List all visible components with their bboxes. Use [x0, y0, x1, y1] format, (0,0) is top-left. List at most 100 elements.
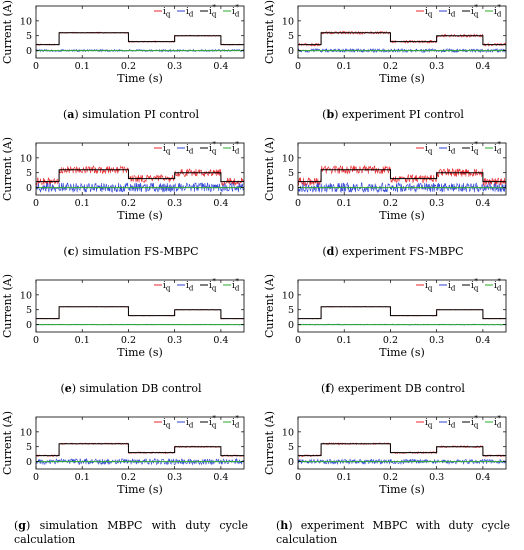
x-tick-label: 0.3 [429, 472, 444, 483]
legend-entry-id-ref: id* [494, 415, 502, 430]
x-tick-label: 0 [295, 61, 301, 72]
legend-entry-id: id [448, 144, 456, 156]
legend-entry-iq: iq [163, 281, 171, 293]
caption-text: experiment MBPC with duty cycle calculat… [276, 519, 510, 546]
series-line-iq-ref [36, 443, 244, 457]
y-tick-label: 10 [282, 427, 294, 438]
legend-entry-iq: iq [163, 144, 171, 156]
caption-tag: d [326, 245, 335, 258]
caption-text: simulation MBPC with duty cycle calculat… [14, 519, 248, 546]
caption-tag: c [67, 245, 75, 258]
x-tick-label: 0.3 [429, 198, 444, 209]
legend-entry-id-ref: id* [494, 4, 502, 19]
legend-entry-id-ref: id* [232, 415, 240, 430]
legend-entry-id-ref: id* [232, 141, 240, 156]
series-line-iq-ref [36, 32, 244, 46]
legend: iq id iq* id* [416, 4, 502, 19]
x-tick-label: 0.4 [213, 198, 228, 209]
caption-text: simulation PI control [78, 108, 200, 121]
legend-entry-id: id [186, 418, 194, 430]
x-axis-label: Time (s) [379, 483, 425, 496]
y-tick-label: 0 [26, 457, 32, 468]
x-tick-label: 0.2 [383, 335, 398, 346]
y-tick-label: 0 [288, 46, 294, 57]
chart-panel-h: 0 0.1 0.2 0.3 0.4 0 5 10 Time (s) Current (A) iq id… [262, 411, 524, 548]
series-line-iq [298, 164, 506, 187]
chart-svg-g: 0 0.1 0.2 0.3 0.4 0 5 10 Time (s) Current (A) iq id… [1, 411, 245, 496]
y-axis-label: Current (A) [1, 137, 14, 201]
y-tick-label: 10 [282, 16, 294, 27]
legend-entry-iq-ref: iq* [209, 141, 217, 156]
chart-svg-a: 0 0.1 0.2 0.3 0.4 0 5 10 Time (s) Current (A) iq id… [1, 0, 245, 85]
legend: iq id iq* id* [154, 4, 240, 19]
plot-frame [35, 5, 245, 59]
series-line-iq [36, 31, 244, 46]
y-axis-label: Current (A) [263, 411, 276, 475]
plot-frame [35, 416, 245, 470]
plot-frame [297, 142, 507, 196]
y-tick-label: 5 [288, 442, 294, 453]
legend-entry-iq: iq [425, 7, 433, 19]
x-tick-label: 0.1 [75, 198, 90, 209]
x-tick-label: 0.1 [337, 198, 352, 209]
y-tick-label: 5 [26, 305, 32, 316]
legend-entry-id: id [186, 281, 194, 293]
caption-text: simulation DB control [76, 382, 202, 395]
caption-text: simulation FS-MBPC [78, 245, 199, 258]
caption-g: (g) simulation MBPC with duty cycle calc… [14, 519, 248, 546]
legend: iq id iq* id* [416, 415, 502, 430]
caption-tag: g [18, 519, 26, 532]
x-tick-label: 0.3 [167, 61, 182, 72]
series-line-id [298, 181, 506, 194]
chart-panel-d: 0 0.1 0.2 0.3 0.4 0 5 10 Time (s) Current (A) iq id… [262, 137, 524, 274]
x-tick-label: 0.4 [475, 335, 490, 346]
y-tick-label: 10 [20, 16, 32, 27]
caption-text: experiment PI control [338, 108, 464, 121]
y-tick-label: 10 [20, 153, 32, 164]
y-tick-label: 10 [282, 153, 294, 164]
legend-entry-iq: iq [163, 7, 171, 19]
x-axis-label: Time (s) [117, 483, 163, 496]
x-tick-label: 0 [33, 335, 39, 346]
x-tick-label: 0.1 [75, 61, 90, 72]
legend-entry-id: id [448, 7, 456, 19]
caption-tag: f [325, 382, 331, 395]
x-axis-label: Time (s) [379, 209, 425, 222]
legend-entry-iq-ref: iq* [471, 415, 479, 430]
plot-frame [35, 279, 245, 333]
series-line-id [36, 182, 244, 193]
series-line-iq [36, 442, 244, 458]
legend-entry-iq: iq [425, 144, 433, 156]
x-tick-label: 0 [33, 61, 39, 72]
x-tick-label: 0.1 [75, 472, 90, 483]
x-tick-label: 0.1 [337, 472, 352, 483]
chart-svg-b: 0 0.1 0.2 0.3 0.4 0 5 10 Time (s) Current (A) iq id… [263, 0, 507, 85]
x-tick-label: 0.3 [429, 335, 444, 346]
caption-text: experiment DB control [334, 382, 465, 395]
series-line-iq-ref [298, 169, 506, 183]
legend: iq id iq* id* [416, 278, 502, 293]
x-tick-label: 0 [33, 472, 39, 483]
x-tick-label: 0.4 [475, 198, 490, 209]
x-tick-label: 0.3 [167, 335, 182, 346]
y-tick-label: 0 [288, 320, 294, 331]
x-tick-label: 0.1 [75, 335, 90, 346]
legend-entry-id-ref: id* [494, 141, 502, 156]
chart-panel-e: 0 0.1 0.2 0.3 0.4 0 5 10 Time (s) Current (A) iq id… [0, 274, 262, 411]
x-tick-label: 0.2 [121, 61, 136, 72]
legend: iq id iq* id* [154, 415, 240, 430]
y-tick-label: 5 [288, 31, 294, 42]
y-tick-label: 10 [20, 427, 32, 438]
plot-frame [297, 5, 507, 59]
x-tick-label: 0.2 [121, 198, 136, 209]
y-tick-label: 5 [288, 168, 294, 179]
y-axis-label: Current (A) [263, 0, 276, 64]
legend-entry-id-ref: id* [494, 278, 502, 293]
caption-tag: b [326, 108, 335, 121]
x-tick-label: 0.4 [475, 472, 490, 483]
series-line-iq [36, 305, 244, 320]
legend-entry-iq-ref: iq* [471, 278, 479, 293]
series-line-iq-ref [36, 306, 244, 320]
legend-entry-iq-ref: iq* [471, 141, 479, 156]
chart-panel-c: 0 0.1 0.2 0.3 0.4 0 5 10 Time (s) Current (A) iq id… [0, 137, 262, 274]
